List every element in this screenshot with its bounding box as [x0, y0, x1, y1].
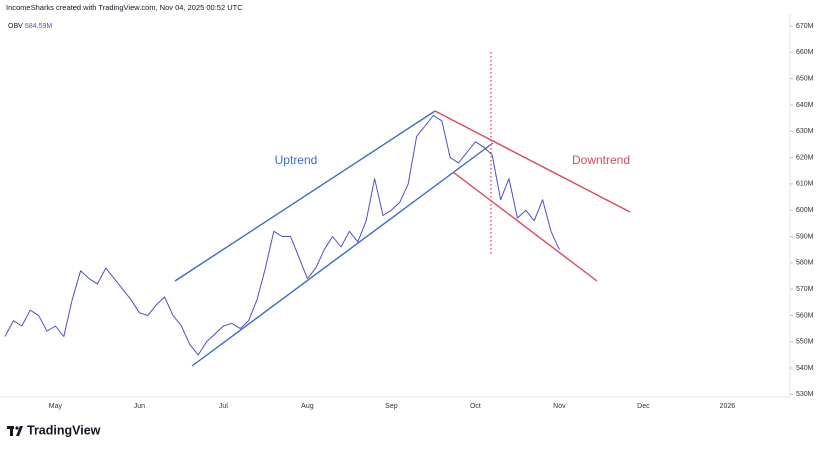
x-tick-label: Dec [637, 403, 650, 410]
brand: TradingView [27, 423, 101, 437]
x-tick-label: May [49, 403, 63, 410]
indicator-name: OBV [8, 23, 23, 30]
credit: IncomeSharks created with TradingView.co… [6, 3, 243, 12]
uptrend-lower [191, 142, 494, 367]
x-tick-label: Sep [385, 403, 398, 410]
logo [7, 426, 23, 436]
x-tick-label: Aug [301, 403, 314, 410]
x-tick-label: Jun [134, 403, 145, 410]
y-tick-label: 590M [796, 233, 814, 240]
y-tick-label: 640M [796, 102, 814, 109]
y-tick-label: 600M [796, 207, 814, 214]
y-tick-label: 550M [796, 339, 814, 346]
x-tick-label: Oct [470, 403, 481, 410]
x-tick-label: Nov [553, 403, 566, 410]
y-tick-label: 580M [796, 260, 814, 267]
x-tick-label: Jul [219, 403, 228, 410]
y-tick-label: 530M [796, 391, 814, 398]
y-tick-label: 660M [796, 49, 814, 56]
uptrend-upper [174, 110, 436, 282]
y-tick-label: 620M [796, 154, 814, 161]
x-tick-label: 2026 [720, 403, 736, 410]
indicator-value: 584.59M [25, 23, 52, 30]
y-tick-label: 540M [796, 365, 814, 372]
obv-line [4, 115, 560, 356]
downtrend-lower [452, 171, 598, 282]
y-tick-label: 650M [796, 76, 814, 83]
y-tick-label: 610M [796, 181, 814, 188]
y-tick-label: 560M [796, 312, 814, 319]
y-tick-label: 670M [796, 23, 814, 30]
downtrend-upper [434, 110, 631, 213]
y-tick-label: 630M [796, 128, 814, 135]
uptrend-label: Uptrend [275, 153, 318, 167]
y-tick-label: 570M [796, 286, 814, 293]
downtrend-label: Downtrend [572, 153, 630, 167]
